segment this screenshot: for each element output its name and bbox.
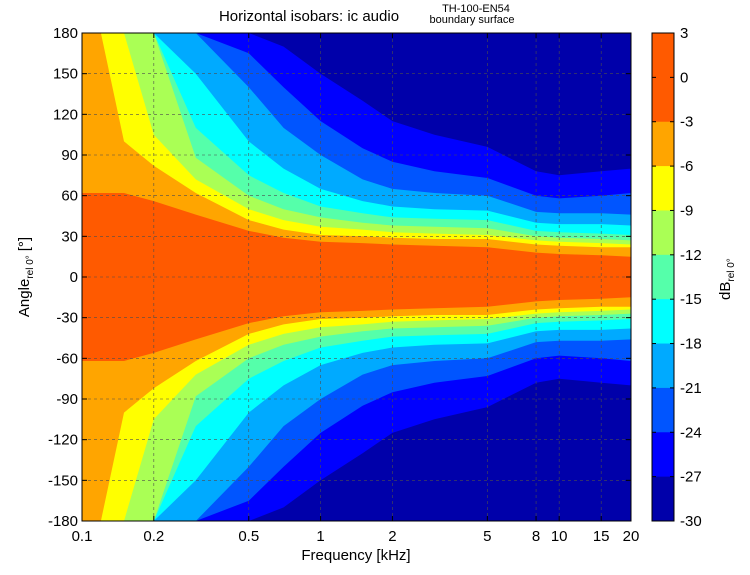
colorbar-tick-label: -24 [680,424,702,441]
svg-text:dBrel 0°: dBrel 0° [717,258,737,300]
plot-grid [82,33,631,521]
y-tick-label: -30 [56,310,78,327]
isobar-plot-area [82,33,631,521]
y-tick-label: -150 [48,472,78,489]
y-tick-label: 120 [53,106,78,123]
colorbar-segment [652,387,674,433]
colorbar-label: dBrel 0° [717,258,737,300]
y-tick-label: -60 [56,350,78,367]
colorbar-segment [652,166,674,211]
colorbar-label-main: dB [717,282,734,300]
y-tick-label: -90 [56,391,78,408]
chart-subtitle-line1: TH-100-EN54 [442,3,510,15]
colorbar-segment [652,121,674,167]
y-axis-ticks: 180 150 120 90 60 30 0 -30 -60 -90 -120 -150 -180 [48,25,631,530]
chart-subtitle-line2: boundary surface [430,14,515,26]
colorbar-tick-label: 0 [680,69,688,86]
colorbar-label-sub: rel 0° [726,258,737,281]
x-tick-label: 0.5 [238,528,259,545]
colorbar-segment [652,343,674,389]
y-tick-label: 90 [61,147,78,164]
colorbar [652,33,674,522]
x-tick-label: 0.1 [72,528,93,545]
colorbar-tick-label: -12 [680,247,702,264]
x-tick-label: 8 [532,528,540,545]
y-tick-label: 150 [53,66,78,83]
colorbar-tick-label: -15 [680,291,702,308]
colorbar-tick-label: -30 [680,513,702,530]
y-tick-label: 180 [53,25,78,42]
colorbar-segment [652,299,674,345]
y-axis-label-main: Angle [16,279,33,317]
colorbar-segment [652,254,674,300]
x-tick-label: 20 [623,528,640,545]
x-axis-label: Frequency [kHz] [301,547,410,564]
y-axis-label: Anglerel 0° [°] [16,237,36,317]
colorbar-tick-label: -27 [680,469,702,486]
colorbar-segment [652,77,674,123]
colorbar-segment [652,432,674,478]
y-tick-label: 30 [61,228,78,245]
colorbar-tick-label: -6 [680,158,693,175]
x-tick-label: 10 [551,528,568,545]
colorbar-tick-label: -21 [680,380,702,397]
svg-text:Anglerel 0°[°]: Anglerel 0° [°] [16,237,36,317]
colorbar-frame [651,32,675,522]
y-tick-label: 0 [70,269,78,286]
x-tick-label: 2 [388,528,396,545]
colorbar-tick-label: 3 [680,25,688,42]
colorbar-tick-label: -9 [680,202,693,219]
x-axis-ticks: 0.1 0.2 0.5 1 2 5 8 10 15 20 [72,33,640,545]
y-tick-label: 60 [61,188,78,205]
colorbar-segment [652,476,674,522]
colorbar-ticks: 3 0 -3 -6 -9 -12 -15 -18 -21 -24 -27 -30 [652,25,702,530]
x-tick-label: 15 [593,528,610,545]
colorbar-tick-label: -3 [680,114,693,131]
y-tick-label: -180 [48,513,78,530]
colorbar-tick-label: -18 [680,336,702,353]
colorbar-segment [652,210,674,256]
colorbar-segment [652,33,674,78]
y-axis-label-sub: rel 0° [25,255,36,278]
x-tick-label: 0.2 [143,528,164,545]
contour-band-3 [82,193,631,361]
chart-title: Horizontal isobars: ic audio [219,8,399,25]
x-tick-label: 5 [483,528,491,545]
y-axis-label-unit: [°] [16,237,33,251]
x-tick-label: 1 [316,528,324,545]
y-tick-label: -120 [48,432,78,449]
